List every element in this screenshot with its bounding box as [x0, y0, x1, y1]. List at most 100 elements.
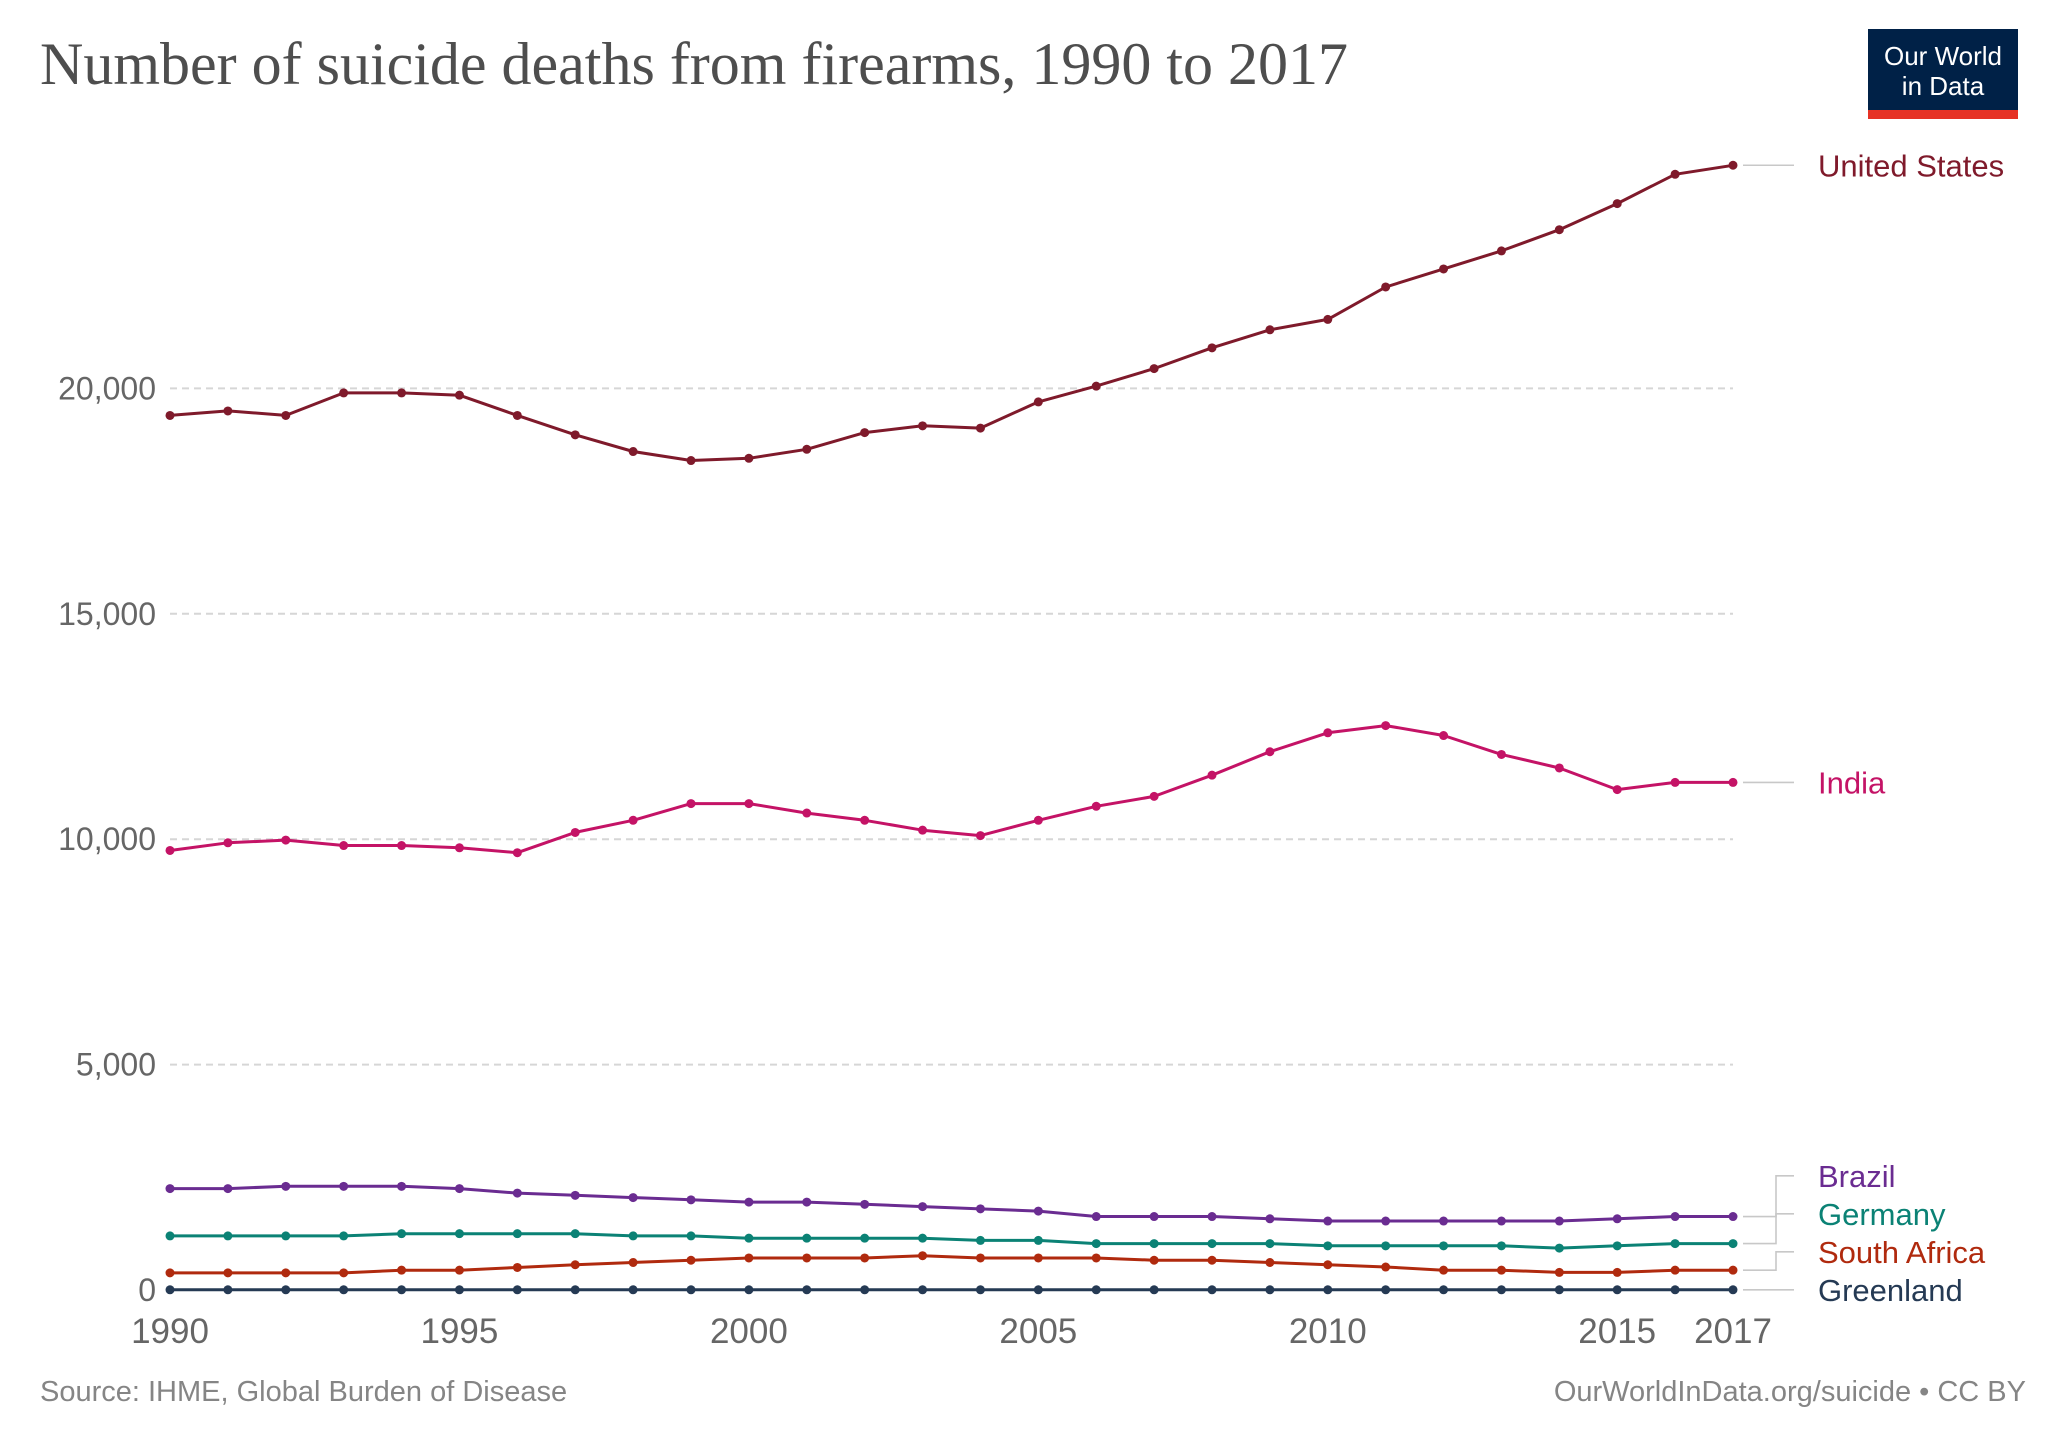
data-point[interactable]	[1091, 801, 1101, 811]
data-point[interactable]	[1554, 1216, 1564, 1226]
data-point[interactable]	[975, 1285, 985, 1295]
data-point[interactable]	[1612, 785, 1622, 795]
credit-link[interactable]: OurWorldInData.org/suicide • CC BY	[1553, 1376, 2026, 1408]
series-label[interactable]: Brazil	[1818, 1159, 1896, 1194]
data-point[interactable]	[1091, 1285, 1101, 1295]
data-point[interactable]	[165, 1285, 175, 1295]
series-label[interactable]: United States	[1818, 148, 2004, 183]
data-point[interactable]	[223, 406, 233, 416]
data-point[interactable]	[339, 1231, 349, 1241]
series-label[interactable]: Greenland	[1818, 1273, 1963, 1308]
data-point[interactable]	[223, 1268, 233, 1278]
data-point[interactable]	[975, 1235, 985, 1245]
data-point[interactable]	[570, 1229, 580, 1239]
data-point[interactable]	[1381, 1285, 1391, 1295]
data-point[interactable]	[918, 1285, 928, 1295]
data-point[interactable]	[1323, 1260, 1333, 1270]
data-point[interactable]	[570, 1260, 580, 1270]
data-point[interactable]	[1612, 199, 1622, 209]
data-point[interactable]	[339, 1285, 349, 1295]
data-point[interactable]	[802, 808, 812, 818]
data-point[interactable]	[1612, 1241, 1622, 1251]
data-point[interactable]	[628, 1231, 638, 1241]
data-point[interactable]	[686, 1195, 696, 1205]
data-point[interactable]	[975, 1253, 985, 1263]
data-point[interactable]	[628, 1258, 638, 1268]
data-point[interactable]	[1091, 1239, 1101, 1249]
data-point[interactable]	[339, 1181, 349, 1191]
data-point[interactable]	[1496, 1241, 1506, 1251]
data-point[interactable]	[1091, 381, 1101, 391]
data-point[interactable]	[860, 1285, 870, 1295]
data-point[interactable]	[512, 1262, 522, 1272]
data-point[interactable]	[1033, 1235, 1043, 1245]
data-point[interactable]	[1612, 1214, 1622, 1224]
data-point[interactable]	[570, 827, 580, 837]
series-line[interactable]	[170, 1184, 1733, 1223]
data-point[interactable]	[281, 1268, 291, 1278]
data-point[interactable]	[397, 388, 407, 398]
data-point[interactable]	[1323, 1241, 1333, 1251]
data-point[interactable]	[744, 1285, 754, 1295]
data-point[interactable]	[1728, 777, 1738, 787]
data-point[interactable]	[1381, 1262, 1391, 1272]
data-point[interactable]	[1381, 721, 1391, 731]
data-point[interactable]	[802, 444, 812, 454]
data-point[interactable]	[512, 1285, 522, 1295]
data-point[interactable]	[744, 1233, 754, 1243]
data-point[interactable]	[165, 1184, 175, 1194]
data-point[interactable]	[281, 1285, 291, 1295]
data-point[interactable]	[1728, 1265, 1738, 1275]
data-point[interactable]	[1670, 1265, 1680, 1275]
data-point[interactable]	[281, 1181, 291, 1191]
data-point[interactable]	[512, 1188, 522, 1198]
data-point[interactable]	[281, 835, 291, 845]
data-point[interactable]	[223, 838, 233, 848]
series-label[interactable]: South Africa	[1818, 1235, 1986, 1270]
data-point[interactable]	[1670, 169, 1680, 179]
data-point[interactable]	[686, 799, 696, 809]
data-point[interactable]	[1149, 1255, 1159, 1265]
data-point[interactable]	[1670, 1285, 1680, 1295]
data-point[interactable]	[744, 453, 754, 463]
data-point[interactable]	[686, 1285, 696, 1295]
data-point[interactable]	[1265, 1214, 1275, 1224]
data-point[interactable]	[744, 799, 754, 809]
data-point[interactable]	[1323, 1216, 1333, 1226]
data-point[interactable]	[165, 1268, 175, 1278]
data-point[interactable]	[1381, 282, 1391, 292]
data-point[interactable]	[1728, 1285, 1738, 1295]
data-point[interactable]	[1149, 1285, 1159, 1295]
data-point[interactable]	[1439, 1216, 1449, 1226]
data-point[interactable]	[1670, 777, 1680, 787]
data-point[interactable]	[570, 1190, 580, 1200]
data-point[interactable]	[975, 831, 985, 841]
data-point[interactable]	[802, 1253, 812, 1263]
series-label[interactable]: Germany	[1818, 1197, 1946, 1232]
data-point[interactable]	[512, 848, 522, 858]
data-point[interactable]	[1265, 747, 1275, 757]
data-point[interactable]	[454, 1229, 464, 1239]
data-point[interactable]	[165, 1231, 175, 1241]
series-line[interactable]	[170, 1254, 1733, 1275]
series-line[interactable]	[169, 163, 1734, 462]
data-point[interactable]	[1496, 1285, 1506, 1295]
data-point[interactable]	[570, 1285, 580, 1295]
data-point[interactable]	[860, 1199, 870, 1209]
data-point[interactable]	[1439, 1241, 1449, 1251]
data-point[interactable]	[1323, 728, 1333, 738]
data-point[interactable]	[744, 1197, 754, 1207]
series-line[interactable]	[169, 724, 1733, 855]
data-point[interactable]	[1323, 1285, 1333, 1295]
data-point[interactable]	[454, 1184, 464, 1194]
data-point[interactable]	[339, 388, 349, 398]
data-point[interactable]	[1091, 1212, 1101, 1222]
data-point[interactable]	[397, 1285, 407, 1295]
data-point[interactable]	[1265, 1239, 1275, 1249]
data-point[interactable]	[454, 1285, 464, 1295]
data-point[interactable]	[454, 843, 464, 853]
data-point[interactable]	[1496, 1216, 1506, 1226]
data-point[interactable]	[686, 1255, 696, 1265]
data-point[interactable]	[802, 1197, 812, 1207]
data-point[interactable]	[1554, 1267, 1564, 1277]
